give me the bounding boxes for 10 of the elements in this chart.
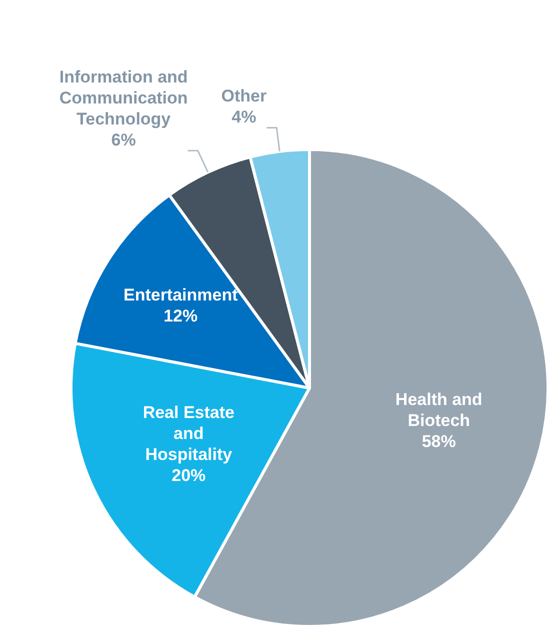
data-label: 6% — [111, 130, 136, 150]
data-label: 20% — [172, 466, 206, 486]
data-label: 4% — [232, 107, 256, 126]
data-label: 12% — [164, 306, 198, 326]
slice-label: Health and Biotech — [395, 390, 482, 430]
slice-label: Information and Communication Technology — [59, 67, 188, 128]
slice-label: Other — [221, 86, 267, 106]
data-label: 58% — [422, 432, 456, 451]
slice-label: Entertainment — [123, 285, 238, 304]
slice-label: Real Estate and Hospitality — [142, 403, 234, 464]
